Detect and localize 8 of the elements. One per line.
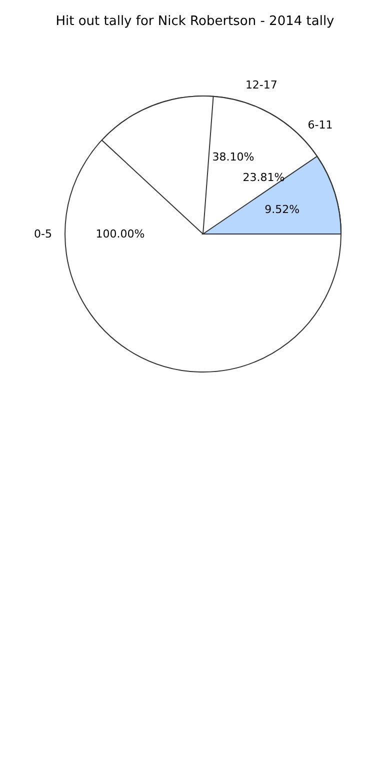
data-label: 100.00% [96, 228, 145, 240]
slice-label: 12-17 [245, 78, 278, 92]
data-label: 23.81% [242, 171, 285, 184]
slice-label: 6-11 [308, 118, 333, 132]
slice-label: 0-5 [34, 228, 52, 240]
data-label: 9.52% [264, 203, 300, 216]
data-label: 38.10% [212, 150, 254, 164]
chart-title: Hit out tally for Nick Robertson - 2014 tally [54, 14, 336, 29]
